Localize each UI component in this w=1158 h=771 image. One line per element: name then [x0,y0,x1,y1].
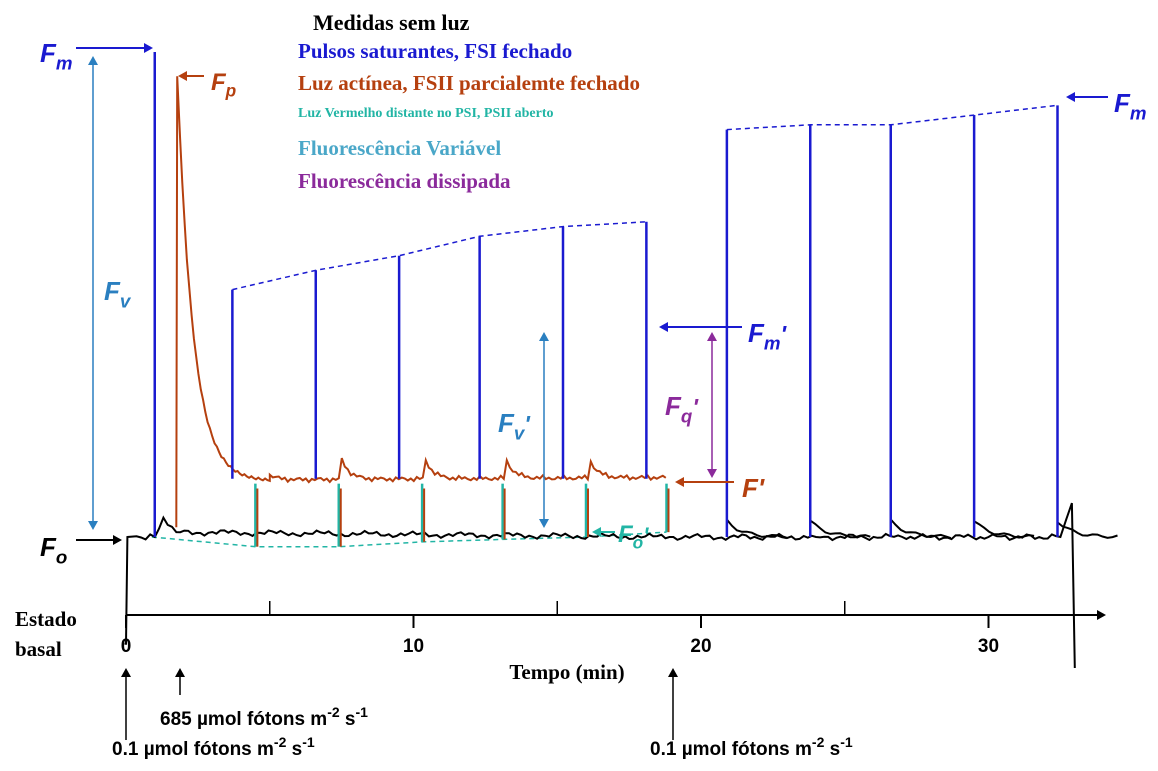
light-event-arrowhead-3 [668,668,678,677]
fp-label: Fp [211,69,236,101]
fv-arrowhead-bottom [88,521,98,530]
basal-decay-1 [726,518,788,540]
fv-prime-label: Fv' [498,408,531,443]
fo-arrowhead [113,535,122,545]
series-group [124,52,1118,669]
actinic-trace [175,76,667,528]
fv-prime-arrowhead-top [539,332,549,341]
f-prime-label: F' [742,473,765,503]
fm-prime-label: Fm' [748,318,788,353]
legend-item-4: Fluorescência Variável [298,136,501,160]
axes [125,601,1106,628]
x-tick-label-0: 0 [121,636,132,657]
basal-decay-3 [890,518,952,540]
fv-label: Fv [104,276,132,311]
fo-prime-arrowhead [592,527,601,537]
legend-title: Medidas sem luz [313,10,470,35]
basal-decay-4 [973,520,1035,539]
fm-envelope [726,104,1058,131]
basal-trace [124,502,1076,669]
fq-prime-arrowhead-top [707,332,717,341]
x-tick-label-10: 10 [403,636,424,657]
fp-arrowhead [178,71,187,81]
x-tick-label-30: 30 [978,636,999,657]
light-event-label-1: 0.1 µmol fótons m-2 s-1 [112,734,315,760]
fm-left-arrowhead [144,43,153,53]
origin-label-1: Estado [15,607,77,631]
fm-prime-arrowhead [659,322,668,332]
fm-prime-envelope [232,221,647,291]
fm-right-arrowhead [1066,92,1075,102]
legend-item-1: Pulsos saturantes, FSI fechado [298,39,572,63]
x-axis-label: Tempo (min) [509,660,624,684]
fm-left-label: Fm [40,38,73,73]
fm-right-label: Fm [1114,88,1147,123]
text-group: 0 10 20 30 Tempo (min) Estado basal Fm Fp Fm Fv Fm'… [15,10,1147,760]
x-tick-label-20: 20 [690,636,711,657]
fq-prime-label: Fq' [665,391,699,426]
origin-label-2: basal [15,637,62,661]
legend-item-3: Luz Vermelho distante no PSI, PSII abert… [298,106,554,121]
light-event-arrowhead-1 [121,668,131,677]
light-event-label-2: 685 µmol fótons m-2 s-1 [160,704,368,730]
basal-decay-2 [809,519,871,539]
fv-prime-arrowhead-bottom [539,519,549,528]
annotation-arrows [76,43,1108,740]
legend-item-2: Luz actínea, FSII parcialemte fechado [298,71,640,95]
fv-arrowhead-top [88,56,98,65]
f-prime-arrowhead [675,477,684,487]
basal-decay-5 [1056,521,1118,539]
legend-item-5: Fluorescência dissipada [298,169,511,193]
fo-label: Fo [40,532,67,567]
light-event-label-3: 0.1 µmol fótons m-2 s-1 [650,734,853,760]
light-event-arrowhead-2 [175,668,185,677]
fq-prime-arrowhead-bottom [707,469,717,478]
fo-prime-label: Fo' [618,521,649,553]
x-axis-arrow [1097,610,1106,620]
